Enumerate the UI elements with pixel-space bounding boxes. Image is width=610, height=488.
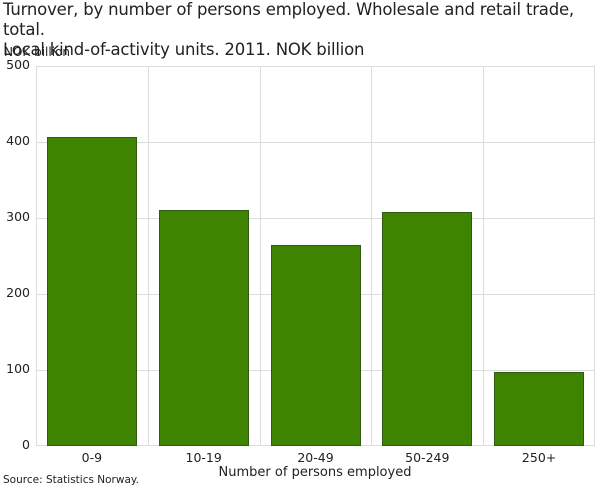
gridline-vertical xyxy=(371,67,373,445)
bar-50-249[interactable] xyxy=(382,211,473,446)
y-tick-label: 500 xyxy=(6,57,30,72)
bar-10-19[interactable] xyxy=(158,210,249,446)
y-axis-unit-label: NOK billion xyxy=(4,45,71,59)
x-tick-label: 50-249 xyxy=(405,450,450,465)
y-tick-label: 100 xyxy=(6,361,30,376)
x-tick-label: 10-19 xyxy=(185,450,222,465)
bar-0-9[interactable] xyxy=(46,137,137,446)
bar-20-49[interactable] xyxy=(270,244,361,446)
plot-area xyxy=(36,66,595,446)
y-tick-label: 300 xyxy=(6,209,30,224)
gridline-vertical xyxy=(259,67,261,445)
source-note: Source: Statistics Norway. xyxy=(3,474,139,486)
chart-title-line-1: Turnover, by number of persons employed.… xyxy=(3,0,574,39)
gridline-horizontal xyxy=(37,218,594,219)
gridline-horizontal xyxy=(37,142,594,143)
chart-title-line-2: Local kind-of-activity units. 2011. NOK … xyxy=(3,40,365,59)
x-tick-label: 20-49 xyxy=(297,450,334,465)
y-tick-label: 200 xyxy=(6,285,30,300)
bar-250+[interactable] xyxy=(494,371,585,446)
y-tick-label: 400 xyxy=(6,133,30,148)
y-tick-label: 0 xyxy=(22,437,30,452)
x-tick-label: 0-9 xyxy=(81,450,103,465)
x-tick-label: 250+ xyxy=(521,450,557,465)
x-axis-label: Number of persons employed xyxy=(218,465,412,480)
chart-title: Turnover, by number of persons employed.… xyxy=(3,0,608,60)
gridline-vertical xyxy=(147,67,149,445)
gridline-vertical xyxy=(483,67,485,445)
